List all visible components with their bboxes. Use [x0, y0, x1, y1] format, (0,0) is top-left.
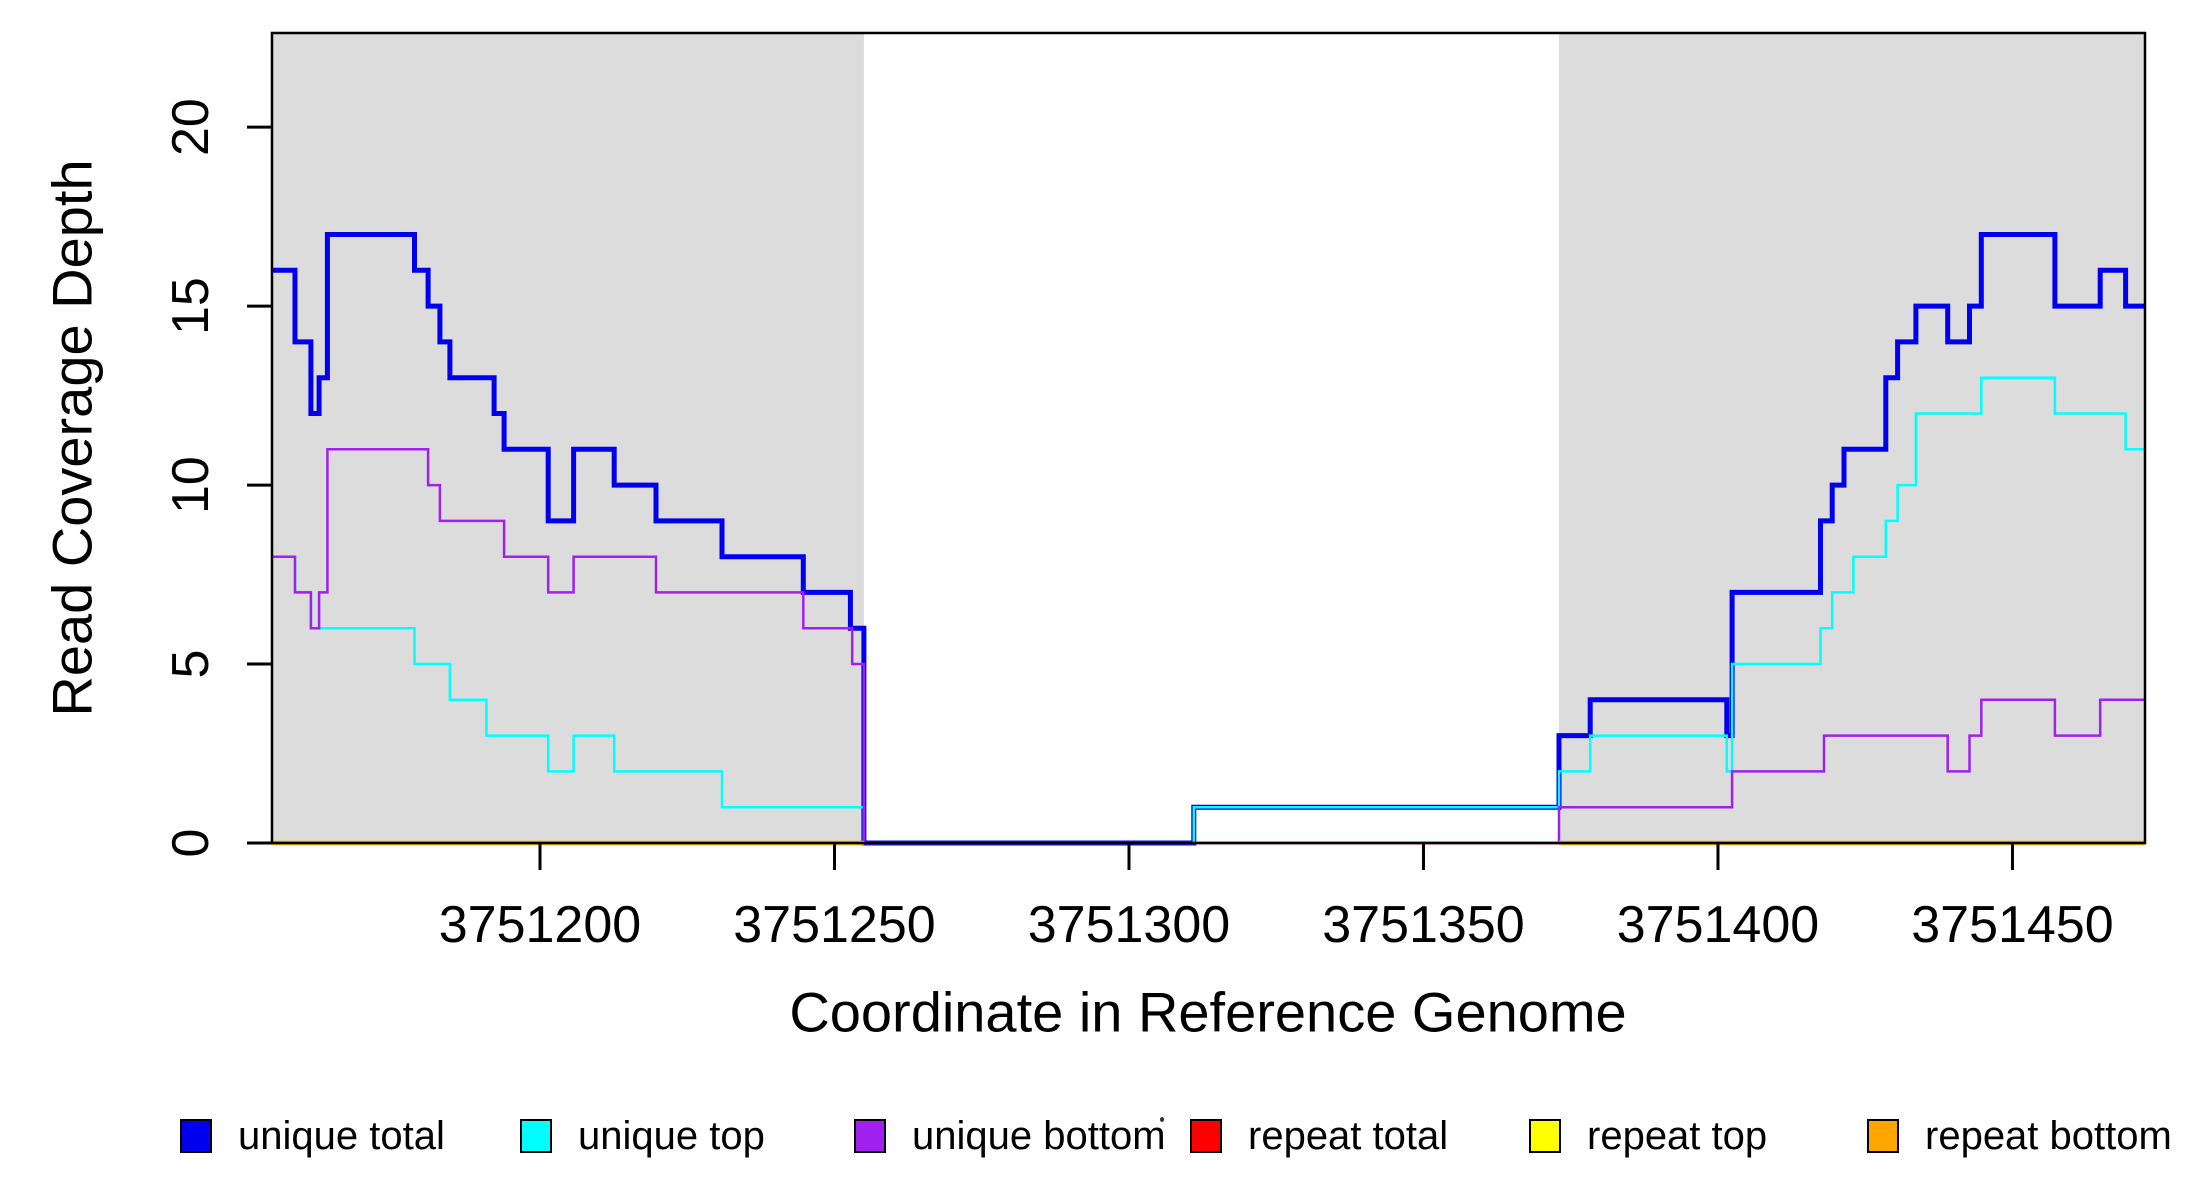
- legend-swatch-unique-top: [520, 1119, 552, 1153]
- shaded-region: [1558, 33, 2145, 843]
- legend-label: unique total: [238, 1113, 445, 1158]
- legend-item-unique-top: unique top: [520, 1114, 765, 1158]
- series-unique-bottom: [272, 448, 2145, 845]
- legend-label: repeat top: [1587, 1113, 1768, 1158]
- legend-swatch-repeat-top: [1529, 1119, 1561, 1153]
- plot-box: [270, 31, 2147, 845]
- x-tick-label: 3751350: [1322, 896, 1524, 954]
- y-tick-label: 5: [162, 650, 220, 679]
- legend-item-repeat-top: repeat top: [1529, 1114, 1767, 1158]
- legend-swatch-repeat-bottom: [1867, 1119, 1899, 1153]
- y-tick-label: 15: [162, 277, 220, 335]
- x-axis-title: Coordinate in Reference Genome: [789, 980, 1627, 1044]
- series-unique-top: [272, 376, 2145, 845]
- x-tick-label: 3751250: [733, 896, 935, 954]
- stray-dot-artifact: [1160, 1117, 1164, 1122]
- x-tick-label: 3751200: [439, 896, 641, 954]
- legend-item-repeat-total: repeat total: [1190, 1114, 1448, 1158]
- legend-swatch-repeat-total: [1190, 1119, 1222, 1153]
- x-tick-label: 3751400: [1617, 896, 1819, 954]
- y-axis-title: Read Coverage Depth: [40, 159, 104, 717]
- legend-swatch-unique-bottom: [854, 1119, 886, 1153]
- legend-label: repeat bottom: [1925, 1113, 2172, 1158]
- x-tick-label: 3751300: [1028, 896, 1230, 954]
- y-tick-label: 20: [162, 98, 220, 156]
- legend-item-repeat-bottom: repeat bottom: [1867, 1114, 2172, 1158]
- legend-label: unique bottom: [912, 1113, 1166, 1158]
- x-tick-label: 3751450: [1911, 896, 2113, 954]
- legend-label: unique top: [578, 1113, 765, 1158]
- y-tick-label: 10: [162, 456, 220, 514]
- legend-item-unique-bottom: unique bottom: [854, 1114, 1166, 1158]
- y-tick-label: 0: [162, 829, 220, 858]
- shaded-region: [272, 33, 864, 843]
- legend-label: repeat total: [1248, 1113, 1449, 1158]
- legend-swatch-unique-total: [180, 1119, 212, 1153]
- legend-item-unique-total: unique total: [180, 1114, 445, 1158]
